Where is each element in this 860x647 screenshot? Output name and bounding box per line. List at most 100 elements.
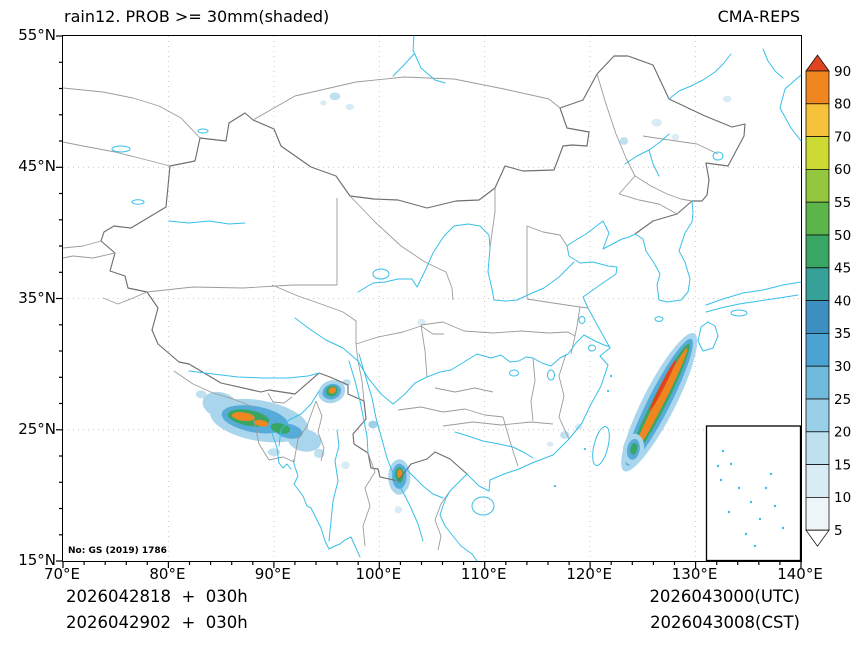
precip-cell (649, 359, 677, 411)
colorbar-label: 60 (834, 162, 851, 178)
precip-cell (633, 348, 688, 454)
precip-cell (320, 100, 327, 106)
inset-island-dot (737, 486, 741, 490)
colorbar-label: 80 (834, 97, 851, 113)
colorbar-segment (805, 103, 830, 137)
offshore-island-dot (606, 389, 610, 393)
colorbar-segment (805, 234, 830, 269)
province-borders-layer (146, 73, 719, 467)
grid-layer (63, 36, 801, 561)
inset-island-dot (719, 478, 723, 482)
inset-island-dot (716, 464, 720, 468)
precip-cell (397, 469, 403, 478)
vietnam-coastline (439, 473, 478, 562)
lon-tick-label: 140°E (777, 565, 823, 583)
precip-shading-layer (195, 92, 732, 514)
lon-tick-label: 70°E (43, 565, 81, 583)
china-coastline (466, 220, 636, 492)
precip-cell (723, 95, 732, 103)
colorbar-under-arrow (805, 529, 830, 547)
lon-tick-label: 100°E (355, 565, 402, 583)
precip-cell (368, 420, 378, 429)
inset-island-dot (749, 500, 753, 504)
valid-time-cst: 2026043008(CST) (650, 613, 800, 632)
rivers (168, 35, 802, 542)
offshore-island-dot (583, 447, 587, 451)
colorbar-segment (805, 464, 830, 498)
model-name: CMA-REPS (717, 7, 800, 26)
precip-cell (328, 387, 337, 394)
taiwan-island (592, 426, 610, 466)
inset-island-dot (729, 462, 733, 466)
colorbar-label: 55 (834, 195, 851, 211)
bay-of-bengal-coastline (292, 459, 361, 558)
zaysan-lake (197, 128, 209, 134)
jeju-island (654, 316, 664, 322)
precip-cell (417, 318, 426, 326)
chart-title: rain12. PROB >= 30mm(shaded) (64, 7, 330, 26)
water-layer (111, 35, 802, 562)
colorbar-segment (805, 496, 830, 531)
province-borders-east-south (397, 298, 589, 467)
precip-cell (253, 419, 269, 427)
poyang-lake (547, 369, 555, 381)
precip-cell (651, 118, 662, 127)
precip-cell (195, 390, 207, 399)
lon-tick-label: 130°E (671, 565, 718, 583)
offshore-island-dot (553, 484, 557, 488)
colorbar-label: 15 (834, 457, 851, 473)
taihu-lake (588, 344, 596, 352)
colorbar-segment (805, 332, 830, 367)
map-license-note: No: GS (2019) 1786 (68, 546, 167, 556)
precip-cell (342, 379, 351, 386)
hainan-island (471, 496, 495, 516)
precip-cell (394, 506, 402, 514)
colorbar-segment (805, 398, 830, 433)
province-borders-west (146, 195, 465, 402)
colorbar-label: 40 (834, 293, 851, 309)
inset-island-dot (744, 532, 748, 536)
qinghai-lake (372, 268, 390, 280)
issyk-kul-lake (131, 199, 145, 205)
map-frame: No: GS (2019) 1786 (56, 35, 802, 568)
china-map-svg (56, 35, 802, 568)
inset-island-dot (721, 449, 725, 453)
lat-tick-label: 45°N (18, 157, 56, 176)
country-borders-layer (62, 55, 746, 551)
khanka-lake (712, 151, 724, 161)
colorbar-segment (805, 431, 830, 465)
inset-islands (716, 449, 785, 548)
colorbar-label: 10 (834, 490, 851, 506)
lat-tick-label: 35°N (18, 288, 56, 307)
inset-island-dot (753, 544, 757, 548)
colorbar-segment (805, 267, 830, 302)
init-time-cst: 2026042902 + 030h (66, 613, 248, 632)
valid-time-utc: 2026043000(UTC) (649, 587, 800, 606)
offshore-island-dot (609, 374, 613, 378)
colorbar-label: 5 (834, 523, 843, 539)
colorbar-label: 45 (834, 261, 851, 277)
inset-island-dot (764, 486, 768, 490)
colorbar-segment (805, 365, 830, 400)
inset-island-dot (773, 504, 777, 508)
colorbar-label: 90 (834, 64, 851, 80)
balkhash-lake (111, 145, 131, 153)
init-time-utc: 2026042818 + 030h (66, 587, 248, 606)
lon-tick-label: 120°E (566, 565, 612, 583)
colorbar-segment (805, 300, 830, 334)
colorbar-label: 50 (834, 228, 851, 244)
colorbar-label: 20 (834, 425, 851, 441)
colorbar-segment (805, 169, 830, 203)
colorbar-segment (805, 201, 830, 236)
lat-tick-label: 55°N (18, 26, 56, 44)
korea-coastline (634, 200, 694, 303)
china-national-border (100, 55, 746, 482)
axis-ticks-layer (56, 35, 802, 568)
inset-border (705, 425, 802, 562)
colorbar-label: 25 (834, 392, 851, 408)
precip-cell (546, 441, 554, 447)
colorbar-segment (805, 70, 830, 105)
precip-cell (345, 103, 354, 111)
colorbar-over-arrow (805, 54, 830, 72)
